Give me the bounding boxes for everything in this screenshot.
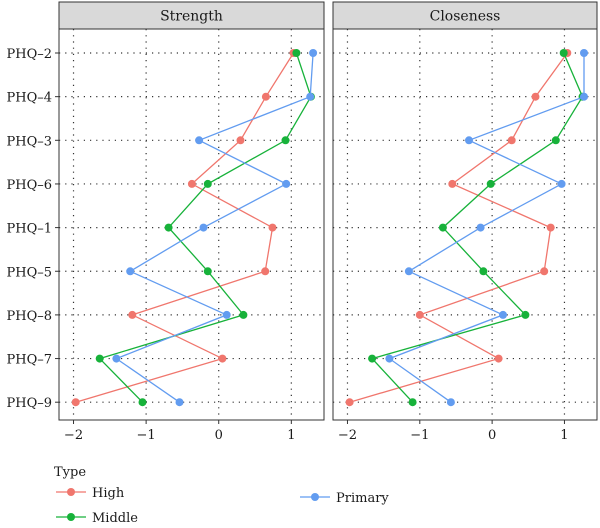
x-tick-label-0-3: 1 [287, 428, 295, 443]
point-middle-0-5 [203, 267, 212, 276]
point-high-1-6 [415, 310, 424, 319]
point-high-0-1 [261, 92, 270, 101]
x-tick-label-1-0: −2 [338, 428, 357, 443]
legend-label-middle: Middle [92, 511, 138, 526]
y-tick-label-4: PHQ–1 [6, 222, 52, 237]
panel-bg-0 [58, 28, 325, 421]
point-high-0-5 [261, 267, 270, 276]
strip-title-0: Strength [160, 9, 223, 25]
point-high-0-2 [236, 136, 245, 145]
x-tick-label-0-1: −1 [137, 428, 156, 443]
point-middle-1-0 [559, 49, 568, 57]
y-tick-label-0: PHQ–2 [6, 47, 52, 62]
point-high-1-3 [448, 179, 457, 188]
point-middle-0-4 [164, 223, 173, 232]
point-high-0-7 [218, 354, 227, 363]
point-primary-0-5 [126, 267, 135, 276]
point-middle-0-6 [239, 310, 248, 319]
y-tick-label-5: PHQ–5 [6, 265, 52, 280]
point-primary-1-1 [580, 92, 588, 101]
x-tick-label-1-2: 0 [488, 428, 496, 443]
point-primary-0-6 [222, 310, 231, 319]
point-primary-1-4 [476, 223, 485, 232]
point-primary-1-0 [580, 49, 588, 57]
legend-key-dot-middle [67, 513, 75, 521]
point-middle-1-2 [551, 136, 560, 145]
point-middle-1-3 [486, 179, 495, 188]
x-tick-label-0-0: −2 [64, 428, 83, 443]
point-high-1-5 [540, 267, 549, 276]
point-middle-0-7 [95, 354, 104, 363]
point-primary-1-5 [404, 267, 413, 276]
legend-label-primary: Primary [336, 491, 389, 506]
x-tick-label-1-1: −1 [410, 428, 429, 443]
y-tick-label-3: PHQ–6 [6, 178, 52, 193]
point-middle-0-3 [203, 179, 212, 188]
point-primary-0-0 [309, 49, 318, 57]
point-primary-1-8 [446, 398, 455, 407]
point-middle-1-8 [408, 398, 417, 407]
point-primary-1-7 [385, 354, 394, 363]
legend-key-dot-high [67, 488, 75, 496]
point-middle-1-4 [438, 223, 447, 232]
strip-0 [58, 1, 325, 30]
point-middle-0-0 [292, 49, 301, 57]
point-middle-0-2 [281, 136, 290, 145]
point-high-0-4 [268, 223, 277, 232]
point-middle-1-6 [521, 310, 530, 319]
legend-title: Type [54, 465, 86, 480]
point-primary-0-3 [282, 179, 291, 188]
point-middle-1-5 [479, 267, 488, 276]
point-high-0-3 [187, 179, 196, 188]
legend-label-high: High [92, 486, 125, 501]
y-tick-label-6: PHQ–8 [6, 309, 52, 324]
point-high-1-2 [507, 136, 516, 145]
y-tick-label-1: PHQ–4 [6, 91, 52, 106]
point-high-1-4 [546, 223, 555, 232]
y-tick-label-7: PHQ–7 [6, 353, 52, 368]
strip-title-1: Closeness [430, 9, 501, 25]
x-tick-label-1-3: 1 [560, 428, 568, 443]
y-tick-label-2: PHQ–3 [6, 134, 52, 149]
point-primary-1-2 [465, 136, 473, 145]
point-primary-0-1 [306, 92, 315, 101]
point-primary-0-8 [175, 398, 184, 407]
x-tick-label-0-2: 0 [215, 428, 223, 443]
point-high-0-6 [128, 310, 137, 319]
point-primary-1-3 [557, 179, 566, 188]
point-high-0-8 [71, 398, 80, 407]
point-middle-1-7 [368, 354, 377, 363]
point-high-1-8 [345, 398, 354, 407]
point-middle-0-8 [138, 398, 147, 407]
point-high-1-7 [494, 354, 503, 363]
point-primary-0-2 [195, 136, 204, 145]
point-primary-1-6 [499, 310, 507, 319]
point-primary-0-7 [112, 354, 121, 363]
point-high-1-1 [531, 92, 540, 101]
y-tick-label-8: PHQ–9 [6, 396, 52, 411]
legend-key-dot-primary [311, 493, 319, 501]
point-primary-0-4 [199, 223, 208, 232]
